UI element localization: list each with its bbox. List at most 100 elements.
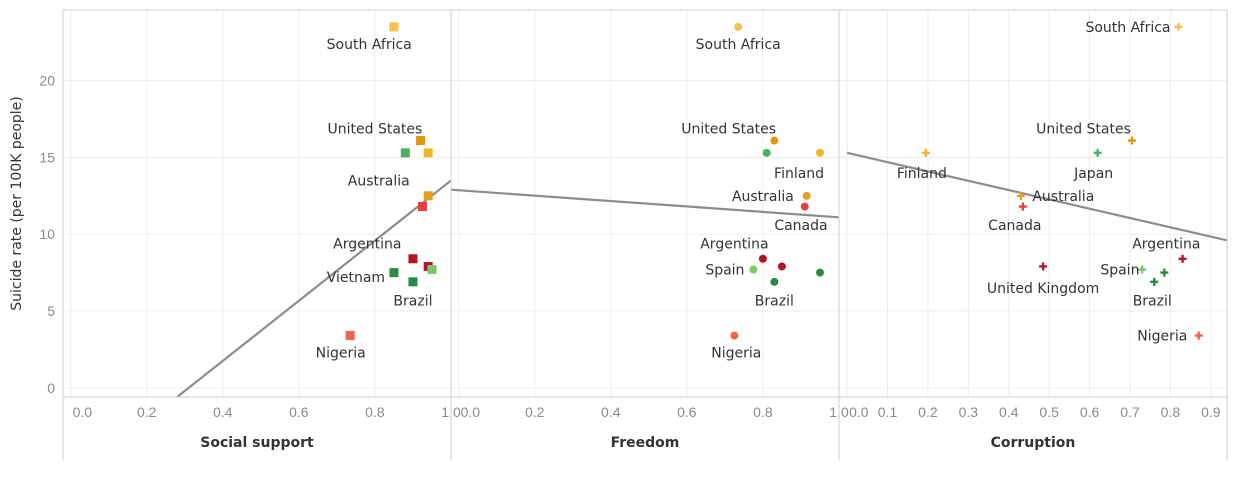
x-tick-label: 0.9 bbox=[1201, 404, 1221, 420]
y-tick-label: 10 bbox=[39, 226, 55, 242]
point-united-states bbox=[770, 136, 779, 145]
point-nigeria bbox=[730, 331, 739, 340]
point-finland bbox=[921, 148, 930, 157]
x-tick-label: 0.2 bbox=[525, 404, 545, 420]
point-japan bbox=[400, 148, 410, 158]
data-label-united-states: United States bbox=[681, 121, 776, 137]
x-tick-label: 0.4 bbox=[213, 404, 233, 420]
data-label-brazil: Brazil bbox=[755, 293, 794, 309]
x-axis-title: Freedom bbox=[611, 435, 680, 451]
x-tick-label: 0.2 bbox=[137, 404, 157, 420]
trend-line bbox=[176, 179, 451, 397]
point-nigeria bbox=[345, 331, 355, 341]
data-label-spain: Spain bbox=[705, 263, 744, 279]
x-tick-label: 0.7 bbox=[1120, 404, 1140, 420]
data-label-united-states: United States bbox=[1036, 121, 1131, 137]
data-label-argentina: Argentina bbox=[1132, 236, 1200, 252]
point-japan bbox=[762, 148, 771, 157]
point-canada bbox=[1018, 202, 1027, 211]
point-vietnam bbox=[389, 268, 399, 278]
point-south-africa bbox=[1174, 22, 1183, 31]
data-label-brazil: Brazil bbox=[393, 293, 432, 309]
panel-corruption: South Africa United States Finland Japan Aus… bbox=[838, 9, 1228, 460]
point-brazil bbox=[770, 277, 779, 286]
point-spain bbox=[427, 265, 437, 275]
point-vietnam bbox=[1160, 268, 1169, 277]
x-tick-label: 0.0 bbox=[73, 404, 93, 420]
data-label-brazil: Brazil bbox=[1133, 293, 1172, 309]
data-label-nigeria: Nigeria bbox=[316, 345, 366, 361]
y-tick-label: 5 bbox=[47, 303, 55, 319]
point-brazil bbox=[1150, 277, 1159, 286]
x-tick-label: 0.2 bbox=[918, 404, 938, 420]
data-label-spain: Spain bbox=[1100, 263, 1139, 279]
x-tick-label: 0.6 bbox=[677, 404, 697, 420]
point-brazil bbox=[408, 277, 418, 287]
x-axis-title: Social support bbox=[200, 435, 314, 451]
point-australia bbox=[1016, 191, 1025, 200]
panel-frame bbox=[62, 9, 452, 398]
x-tick-label: 0.5 bbox=[1039, 404, 1059, 420]
data-label-argentina: Argentina bbox=[333, 236, 401, 252]
trend-line bbox=[846, 151, 1227, 242]
point-spain bbox=[749, 265, 758, 274]
x-tick-label: 0.0 bbox=[461, 404, 481, 420]
data-label-canada: Canada bbox=[988, 218, 1041, 234]
point-finland bbox=[815, 148, 824, 157]
x-tick-label: 0.1 bbox=[878, 404, 898, 420]
panel-frame bbox=[838, 9, 1228, 398]
x-tick-label: 0.4 bbox=[999, 404, 1019, 420]
y-tick-label: 15 bbox=[39, 149, 55, 165]
y-tick-label: 0 bbox=[47, 380, 55, 396]
data-label-vietnam: Vietnam bbox=[327, 270, 385, 286]
point-australia bbox=[423, 191, 433, 201]
point-canada bbox=[417, 202, 427, 212]
data-label-south-africa: South Africa bbox=[327, 37, 412, 53]
x-tick-label: 0.3 bbox=[959, 404, 979, 420]
x-tick-label: 0.4 bbox=[601, 404, 621, 420]
x-tick-label: 0.6 bbox=[289, 404, 309, 420]
data-label-south-africa: South Africa bbox=[696, 37, 781, 53]
x-axis-title: Corruption bbox=[991, 435, 1076, 451]
data-label-finland: Finland bbox=[897, 166, 947, 182]
point-south-africa bbox=[389, 22, 399, 32]
point-argentina bbox=[1178, 254, 1187, 263]
point-united-states bbox=[416, 136, 426, 146]
data-label-australia: Australia bbox=[732, 189, 794, 205]
point-united-states bbox=[1128, 136, 1137, 145]
point-argentina bbox=[408, 254, 418, 264]
x-tick-label: 0.0 bbox=[849, 404, 869, 420]
point-united-kingdom bbox=[1039, 262, 1048, 271]
data-label-japan: Japan bbox=[1073, 166, 1113, 182]
point-nigeria bbox=[1194, 331, 1203, 340]
point-canada bbox=[800, 202, 809, 211]
data-label-australia: Australia bbox=[348, 173, 410, 189]
panel-freedom: South Africa United States Finland Australi… bbox=[450, 9, 849, 460]
panel-social-support: South Africa United States Australia Argent… bbox=[62, 9, 461, 460]
point-spain bbox=[1138, 265, 1147, 274]
point-argentina bbox=[758, 254, 767, 263]
point-japan bbox=[1093, 148, 1102, 157]
x-tick-label: 0.8 bbox=[365, 404, 385, 420]
data-label-australia: Australia bbox=[1032, 189, 1094, 205]
data-label-south-africa: South Africa bbox=[1085, 20, 1170, 36]
y-axis-title: Suicide rate (per 100K people) bbox=[9, 96, 25, 311]
point-south-africa bbox=[734, 22, 743, 31]
point-australia bbox=[802, 191, 811, 200]
point-united-kingdom bbox=[777, 262, 786, 271]
x-tick-label: 0.8 bbox=[1161, 404, 1181, 420]
data-label-united-kingdom: United Kingdom bbox=[987, 281, 1099, 297]
x-tick-label: 0.8 bbox=[753, 404, 773, 420]
data-label-argentina: Argentina bbox=[700, 236, 768, 252]
x-tick-label: 0.6 bbox=[1080, 404, 1100, 420]
data-label-finland: Finland bbox=[774, 166, 824, 182]
point-vietnam bbox=[815, 268, 824, 277]
y-tick-label: 20 bbox=[39, 73, 55, 89]
data-label-nigeria: Nigeria bbox=[1137, 329, 1187, 345]
point-finland bbox=[423, 148, 433, 158]
data-label-united-states: United States bbox=[328, 121, 423, 137]
data-label-canada: Canada bbox=[774, 218, 827, 234]
data-label-nigeria: Nigeria bbox=[711, 345, 761, 361]
trend-line bbox=[451, 188, 839, 219]
